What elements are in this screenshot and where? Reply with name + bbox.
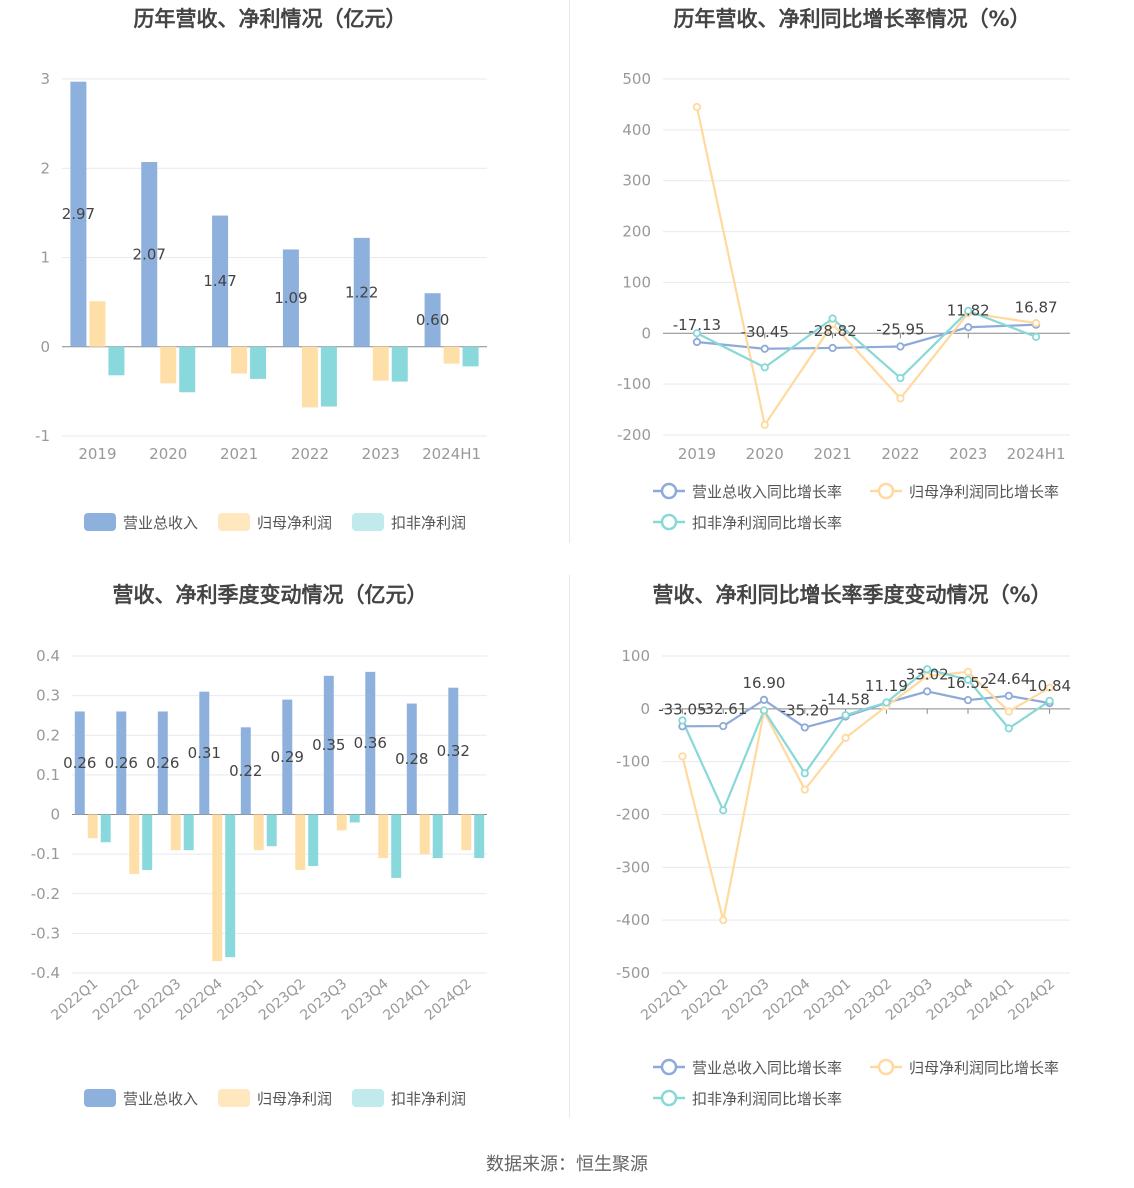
deducted_profit-legend-swatch (352, 513, 384, 531)
deducted_profit-legend-label: 扣非净利润 (391, 514, 466, 532)
deducted_profit-bar (462, 346, 479, 367)
y-tick-label: 0 (40, 338, 50, 356)
revenue-data-label: 2.07 (133, 245, 166, 263)
revenue-legend-swatch (84, 513, 116, 531)
net_profit-legend-swatch (218, 513, 250, 531)
deducted_profit-bar (108, 346, 125, 376)
revenue-data-label: 0.60 (416, 311, 449, 329)
x-tick-label: 2021 (220, 445, 258, 463)
revenue-bar (424, 293, 441, 347)
y-tick-label: 3 (40, 70, 50, 88)
data-source-note: 数据来源：恒生聚源 (486, 1154, 648, 1175)
deducted_profit-bar (320, 346, 337, 407)
revenue-data-label: 1.22 (345, 283, 378, 301)
revenue-data-label: 1.47 (203, 272, 236, 290)
bottom-divider (569, 575, 570, 1118)
x-tick-label: 2020 (149, 445, 187, 463)
y-tick-label: 1 (40, 249, 50, 267)
x-tick-label: 2022 (291, 445, 329, 463)
chart-title: 历年营收、净利情况（亿元） (134, 7, 407, 31)
net_profit-bar (231, 346, 248, 374)
net_profit-bar (301, 346, 318, 408)
revenue-bar (353, 237, 370, 347)
revenue-bar (70, 81, 87, 347)
top-divider (569, 0, 570, 543)
deducted_profit-bar (250, 346, 267, 379)
revenue-data-label: 2.97 (62, 205, 95, 223)
y-tick-label: 2 (40, 159, 50, 177)
deducted_profit-bar (391, 346, 408, 382)
deducted_profit-bar (179, 346, 196, 393)
revenue-bar (282, 249, 299, 347)
revenue-data-label: 1.09 (274, 289, 307, 307)
x-tick-label: 2019 (78, 445, 116, 463)
revenue-legend-label: 营业总收入 (123, 514, 198, 532)
revenue-bar (141, 162, 158, 347)
net_profit-bar (443, 346, 460, 364)
net_profit-bar (372, 346, 389, 381)
net_profit-legend-label: 归母净利润 (257, 514, 332, 532)
x-tick-label: 2024H1 (422, 445, 481, 463)
revenue-bar (212, 215, 229, 347)
net_profit-bar (160, 346, 177, 384)
x-tick-label: 2023 (362, 445, 400, 463)
y-tick-label: -1 (35, 427, 50, 445)
net_profit-bar (89, 301, 106, 347)
